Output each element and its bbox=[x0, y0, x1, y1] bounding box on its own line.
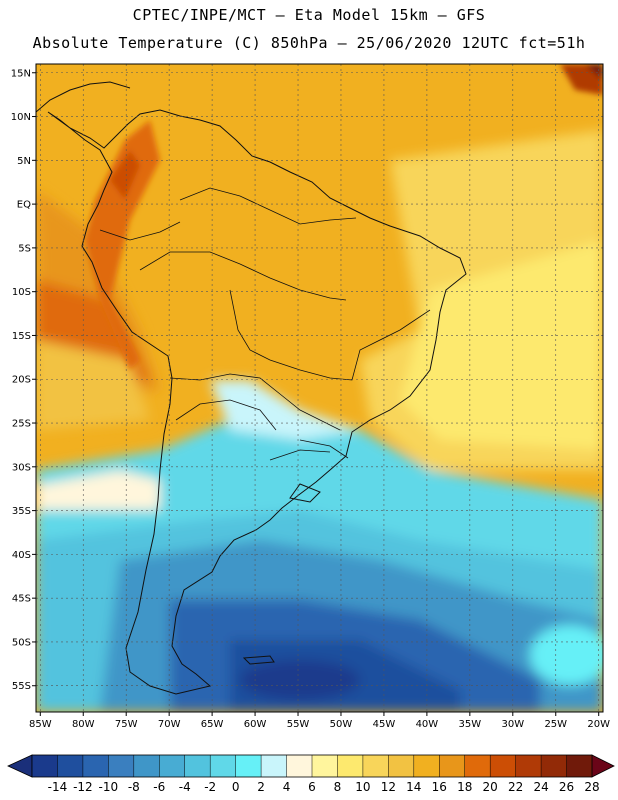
lat-tick-label: 45S bbox=[12, 594, 31, 605]
lat-tick-label: 15S bbox=[12, 331, 31, 342]
lat-tick-label: 5N bbox=[17, 156, 31, 167]
lon-tick-label: 60W bbox=[244, 719, 267, 730]
colorbar-label: 12 bbox=[381, 780, 396, 794]
colorbar-label: -12 bbox=[73, 780, 93, 794]
colorbar-label: 22 bbox=[508, 780, 523, 794]
colorbar-label: 0 bbox=[232, 780, 240, 794]
colorbar-label: -6 bbox=[153, 780, 165, 794]
colorbar-swatch bbox=[566, 755, 593, 777]
lat-tick-label: 15N bbox=[11, 68, 31, 79]
colorbar-label: -8 bbox=[128, 780, 140, 794]
lon-tick-label: 55W bbox=[287, 719, 310, 730]
longitude-axis: 85W 80W 75W 70W 65W 60W 55W 50W 45W 40W 35W 30W 25W 2… bbox=[29, 712, 610, 730]
colorbar-swatch bbox=[159, 755, 186, 777]
lat-tick-label: 30S bbox=[12, 462, 31, 473]
colorbar-swatch bbox=[108, 755, 135, 777]
colorbar-label: -14 bbox=[48, 780, 68, 794]
colorbar-label: 4 bbox=[283, 780, 291, 794]
lon-tick-label: 75W bbox=[115, 719, 138, 730]
colorbar-swatch bbox=[388, 755, 415, 777]
colorbar-label: 18 bbox=[457, 780, 472, 794]
lon-tick-label: 65W bbox=[201, 719, 224, 730]
colorbar-swatch bbox=[286, 755, 313, 777]
lat-tick-label: 25S bbox=[12, 419, 31, 430]
colorbar-swatch bbox=[490, 755, 517, 777]
colorbar: -14 -12 -10 -8 -6 -4 -2 0 2 4 6 8 10 12 14 16 18 20 22 24 26… bbox=[7, 754, 615, 794]
lon-tick-label: 45W bbox=[373, 719, 396, 730]
colorbar-swatch bbox=[541, 755, 567, 777]
colorbar-swatch bbox=[57, 755, 84, 777]
colorbar-label: 16 bbox=[432, 780, 447, 794]
colorbar-swatch bbox=[362, 755, 389, 777]
colorbar-label: 10 bbox=[355, 780, 370, 794]
lon-tick-label: 30W bbox=[501, 719, 524, 730]
colorbar-label: 28 bbox=[584, 780, 599, 794]
colorbar-swatch bbox=[439, 755, 466, 777]
colorbar-swatch bbox=[82, 755, 109, 777]
lat-tick-label: 50S bbox=[12, 637, 31, 648]
colorbar-swatch bbox=[337, 755, 364, 777]
lon-tick-label: 25W bbox=[544, 719, 567, 730]
graticule bbox=[36, 64, 603, 712]
latitude-axis: 15N 10N 5N EQ 5S 10S 15S 20S 25S 30S 35S 40S 45S 50S 5… bbox=[11, 68, 36, 692]
lon-tick-label: 70W bbox=[158, 719, 181, 730]
coastlines bbox=[36, 81, 467, 695]
colorbar-swatch bbox=[133, 755, 160, 777]
map-title-line1: CPTEC/INPE/MCT – Eta Model 15km – GFS bbox=[132, 6, 486, 24]
colorbar-label: -4 bbox=[179, 780, 191, 794]
colorbar-label: 20 bbox=[483, 780, 498, 794]
lat-tick-label: 20S bbox=[12, 375, 31, 386]
colorbar-swatch bbox=[261, 755, 287, 777]
colorbar-label: 8 bbox=[334, 780, 342, 794]
colorbar-label: -2 bbox=[204, 780, 216, 794]
colorbar-label: 26 bbox=[559, 780, 574, 794]
lon-tick-label: 80W bbox=[72, 719, 95, 730]
lat-tick-label: 35S bbox=[12, 506, 31, 517]
temperature-field bbox=[36, 64, 603, 712]
colorbar-swatch bbox=[32, 755, 58, 777]
lat-tick-label: 5S bbox=[18, 243, 31, 254]
colorbar-label: 2 bbox=[257, 780, 265, 794]
colorbar-label: 6 bbox=[308, 780, 316, 794]
lat-tick-label: 40S bbox=[12, 550, 31, 561]
lat-tick-label: 10N bbox=[11, 112, 31, 123]
lat-tick-label: 55S bbox=[12, 681, 31, 692]
lon-tick-label: 40W bbox=[416, 719, 439, 730]
lon-tick-label: 50W bbox=[330, 719, 353, 730]
lat-tick-label: EQ bbox=[17, 200, 31, 211]
colorbar-swatch bbox=[235, 755, 262, 777]
colorbar-label: 14 bbox=[406, 780, 421, 794]
lon-tick-label: 20W bbox=[587, 719, 610, 730]
colorbar-swatch bbox=[184, 755, 211, 777]
lon-tick-label: 85W bbox=[29, 719, 52, 730]
colorbar-label: -10 bbox=[99, 780, 119, 794]
colorbar-swatch bbox=[515, 755, 542, 777]
lat-tick-label: 10S bbox=[12, 287, 31, 298]
colorbar-swatch bbox=[210, 755, 237, 777]
colorbar-over-arrow bbox=[591, 754, 615, 778]
colorbar-swatch bbox=[464, 755, 491, 777]
map-frame bbox=[35, 63, 604, 713]
map-title-line2: Absolute Temperature (C) 850hPa – 25/06/… bbox=[32, 34, 586, 52]
colorbar-swatch bbox=[312, 755, 338, 777]
lon-tick-label: 35W bbox=[459, 719, 482, 730]
colorbar-under-arrow bbox=[7, 754, 33, 778]
colorbar-swatch bbox=[413, 755, 440, 777]
colorbar-label: 24 bbox=[533, 780, 548, 794]
